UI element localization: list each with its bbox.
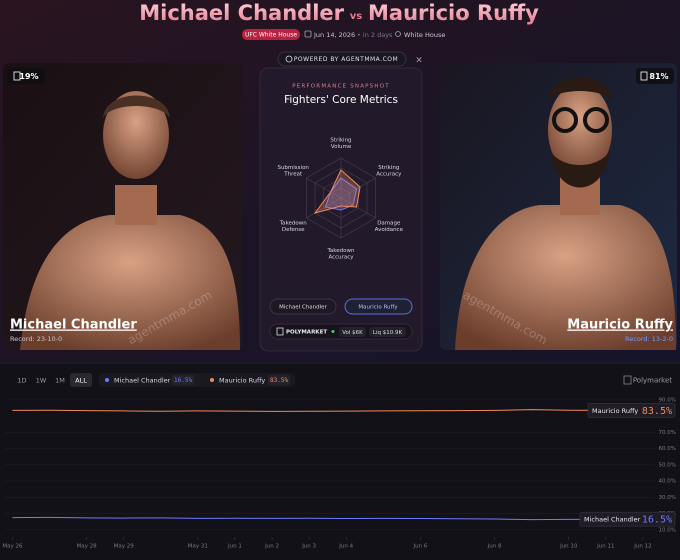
source-label: Polymarket xyxy=(633,377,672,385)
powered-icon xyxy=(285,55,293,63)
fighter-record: Record: 13-2-0 xyxy=(625,335,673,343)
powered-pill[interactable] xyxy=(277,51,407,67)
range-button[interactable]: 1M xyxy=(55,377,65,385)
radar-spoke xyxy=(340,177,376,199)
fighter-panel-left xyxy=(3,63,242,350)
radar-spoke xyxy=(340,197,376,219)
price-tag-name: Mauricio Ruffy xyxy=(592,407,638,415)
radar-axis-label: Striking Volume xyxy=(330,137,351,150)
legend-box xyxy=(99,373,295,387)
y-tick-label: 40.0% xyxy=(659,479,676,485)
y-tick-label: 50.0% xyxy=(659,462,676,468)
title-fighter-b: Mauricio Ruffy xyxy=(368,1,539,25)
price-tag-value: 16.5% xyxy=(642,515,672,526)
stat-chip xyxy=(369,327,406,337)
legend-dot xyxy=(105,378,109,382)
market-volume: Vol $6K xyxy=(342,330,363,336)
x-tick-label: Jun 6 xyxy=(412,544,427,550)
range-button[interactable]: 1W xyxy=(36,377,47,385)
range-active xyxy=(70,373,92,387)
price-tag-name: Michael Chandler xyxy=(584,516,641,524)
fighter-panel-right xyxy=(440,63,677,350)
fighter-toggle-label: Mauricio Ruffy xyxy=(358,305,398,311)
y-tick-label: 70.0% xyxy=(659,430,676,436)
legend-value-bg xyxy=(172,375,194,385)
legend-name[interactable]: Mauricio Ruffy xyxy=(219,377,265,385)
chart-bg xyxy=(0,362,680,560)
radar-axis-label: Damage Avoidance xyxy=(375,220,404,233)
legend-name[interactable]: Michael Chandler xyxy=(114,377,171,385)
series-line xyxy=(12,409,606,412)
market-icon xyxy=(276,327,284,336)
snapshot-title: Fighters' Core Metrics xyxy=(284,94,398,106)
fighter-toggle[interactable] xyxy=(269,298,337,315)
snapshot-kicker: PERFORMANCE SNAPSHOT xyxy=(292,84,390,90)
x-tick-label: May 26 xyxy=(2,544,23,550)
calendar-icon xyxy=(304,30,312,38)
x-tick-label: Jun 11 xyxy=(596,544,614,550)
legend-dot xyxy=(210,378,214,382)
radar-spoke xyxy=(306,177,342,199)
fighter-toggle-label: Michael Chandler xyxy=(279,305,327,311)
legend-value: 16.5% xyxy=(174,377,192,384)
pin-icon xyxy=(395,31,401,37)
x-tick-label: Jun 8 xyxy=(487,544,502,550)
powered-by: POWERED BY AGENTMMA.COM xyxy=(294,56,398,63)
fighter-name: Michael Chandler xyxy=(10,318,137,333)
range-button[interactable]: ALL xyxy=(75,377,87,385)
fighter-record: Record: 23-10-0 xyxy=(10,335,62,343)
price-tag-value: 83.5% xyxy=(642,406,672,417)
radar-axis-label: Striking Accuracy xyxy=(376,165,402,178)
event-name: UFC White House xyxy=(245,32,297,39)
event-date: Jun 14, 2026 xyxy=(313,31,355,39)
price-tag xyxy=(587,403,676,418)
market-name: POLYMARKET xyxy=(286,330,327,336)
legend-value-bg xyxy=(268,375,290,385)
event-countdown: • in 2 days xyxy=(357,31,393,39)
legend-value: 83.5% xyxy=(270,377,288,384)
y-tick-label: 60.0% xyxy=(659,446,676,452)
title-vs: vs xyxy=(350,11,363,22)
x-tick-label: Jun 4 xyxy=(338,544,353,550)
series-line xyxy=(12,516,606,521)
radar-axis-label: Takedown Defense xyxy=(279,220,308,233)
title-fighter-a: Michael Chandler xyxy=(139,1,344,25)
x-tick-label: May 29 xyxy=(114,544,135,550)
x-tick-label: Jun 3 xyxy=(301,544,316,550)
x-tick-label: May 28 xyxy=(77,544,98,550)
source-icon xyxy=(623,375,632,385)
win-chance: 81% xyxy=(649,72,668,81)
x-tick-label: Jun 2 xyxy=(264,544,279,550)
range-button[interactable]: 1D xyxy=(17,377,26,385)
y-tick-label: 30.0% xyxy=(659,495,676,501)
radar-spoke xyxy=(306,197,342,219)
close-button[interactable]: × xyxy=(415,56,423,66)
win-chance: 19% xyxy=(19,72,38,81)
fighter-toggle[interactable] xyxy=(344,298,413,315)
x-tick-label: Jun 10 xyxy=(559,544,578,550)
event-venue: White House xyxy=(404,31,445,39)
radar-axis-label: Takedown Accuracy xyxy=(326,247,355,260)
event-badge xyxy=(242,29,300,40)
y-tick-label: 10.0% xyxy=(659,527,676,533)
x-tick-label: May 31 xyxy=(188,544,208,550)
y-tick-label: 90.0% xyxy=(659,397,676,403)
stat-chip xyxy=(339,327,366,337)
badge-icon xyxy=(640,71,648,81)
radar-axis-label: Submission Threat xyxy=(277,165,309,178)
live-dot xyxy=(331,330,335,333)
fighter-name: Mauricio Ruffy xyxy=(567,318,673,333)
price-tag xyxy=(579,511,676,527)
badge-icon xyxy=(13,71,21,81)
market-liquidity: Liq $10.9K xyxy=(373,330,403,336)
x-tick-label: Jun 12 xyxy=(633,544,651,550)
x-tick-label: Jun 1 xyxy=(227,544,242,550)
radar-area xyxy=(313,169,361,214)
